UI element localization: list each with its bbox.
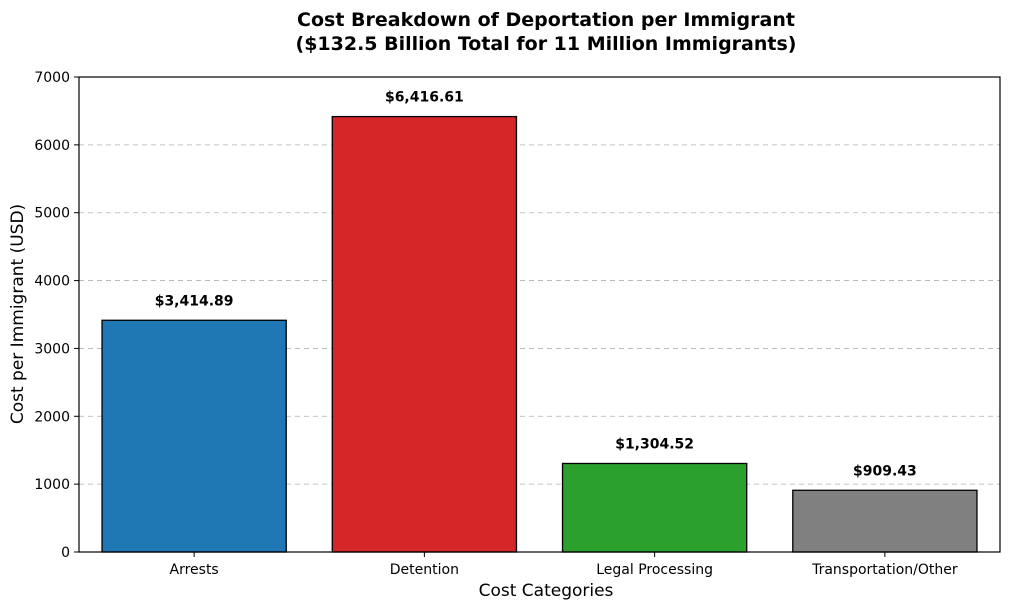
y-axis-ticks: 0 1000 2000 3000 4000 5000 6000 7000 bbox=[34, 70, 79, 561]
x-axis-ticks: Arrests Detention Legal Processing Transpor… bbox=[170, 552, 958, 578]
data-label: $909.43 bbox=[853, 463, 917, 479]
y-tick-label: 6000 bbox=[34, 138, 70, 154]
x-tick-label: Legal Processing bbox=[596, 562, 713, 578]
y-tick-label: 4000 bbox=[34, 274, 70, 290]
y-tick-label: 7000 bbox=[34, 70, 70, 86]
x-tick-label: Arrests bbox=[170, 562, 219, 578]
bar-legal-processing bbox=[561, 462, 748, 553]
y-tick-label: 1000 bbox=[34, 477, 70, 493]
chart-title-line-1: Cost Breakdown of Deportation per Immigr… bbox=[297, 9, 795, 31]
y-tick-label: 5000 bbox=[34, 206, 70, 222]
y-tick-label: 0 bbox=[61, 545, 70, 561]
bars bbox=[101, 115, 978, 553]
plot-frame bbox=[78, 76, 1001, 553]
data-labels: $3,414.89 $6,416.61 $1,304.52 $909.43 bbox=[155, 90, 917, 480]
y-axis-label: Cost per Immigrant (USD) bbox=[8, 204, 28, 424]
bar-transportation-other bbox=[792, 489, 978, 553]
x-tick-label: Detention bbox=[390, 562, 459, 578]
x-tick-label: Transportation/Other bbox=[811, 562, 958, 578]
data-label: $1,304.52 bbox=[615, 436, 694, 452]
x-axis-label: Cost Categories bbox=[479, 581, 614, 601]
data-label: $3,414.89 bbox=[155, 293, 234, 309]
chart-title-line-2: ($132.5 Billion Total for 11 Million Imm… bbox=[296, 33, 797, 55]
data-label: $6,416.61 bbox=[385, 90, 464, 106]
bar-detention bbox=[331, 115, 518, 553]
y-tick-label: 3000 bbox=[34, 341, 70, 357]
y-tick-label: 2000 bbox=[34, 409, 70, 425]
bar-arrests bbox=[101, 319, 287, 553]
